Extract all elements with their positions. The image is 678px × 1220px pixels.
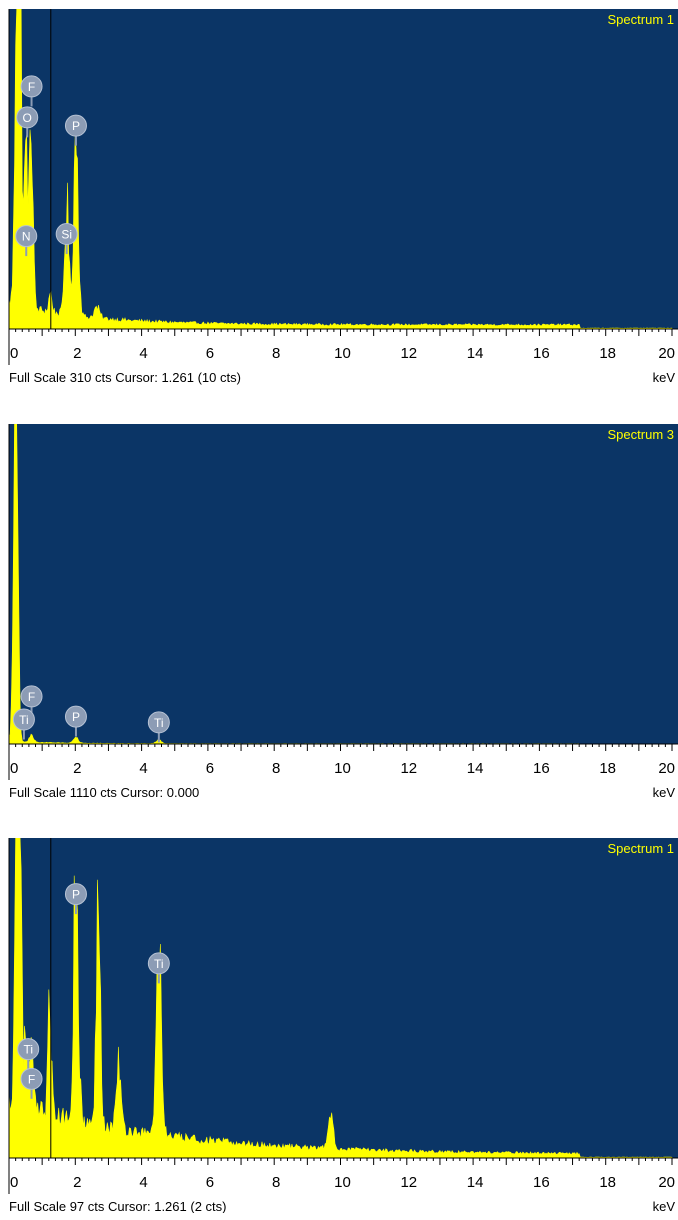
element-marker-p[interactable]: P [64, 114, 87, 146]
x-tick-label: 16 [533, 1174, 550, 1191]
element-marker-si[interactable]: Si [55, 223, 78, 255]
x-tick-label: 2 [73, 1174, 81, 1191]
element-marker-f[interactable]: F [20, 75, 43, 107]
element-marker-p[interactable]: P [64, 883, 87, 915]
x-tick-label: 12 [400, 1174, 417, 1191]
x-tick-label: 4 [139, 345, 147, 362]
unit-label: keV [653, 370, 676, 385]
x-tick-label: 8 [272, 1174, 280, 1191]
element-marker-label: Ti [154, 716, 164, 730]
x-tick-label: 8 [272, 345, 280, 362]
element-marker-ti[interactable]: Ti [12, 708, 35, 740]
plot-area [9, 9, 678, 329]
x-tick-label: 4 [139, 760, 147, 777]
element-marker-label: Ti [154, 957, 164, 971]
element-marker-ti[interactable]: Ti [17, 1038, 40, 1070]
element-marker-ti[interactable]: Ti [147, 711, 170, 743]
full-scale-readout: Full Scale 310 cts Cursor: 1.261 (10 cts… [9, 370, 241, 385]
x-tick-label: 2 [73, 345, 81, 362]
element-marker-f[interactable]: F [20, 685, 43, 717]
spectrum-title: Spectrum 3 [608, 427, 674, 442]
spectrum-chart-2: F Ti P Ti Spectrum 3 0 2 4 6 8 10 12 14 16 18 20 Full Sc… [8, 424, 678, 800]
spectrum-panel-3: P Ti Ti F Spectrum 1 0 2 4 6 8 10 12 14 16 18 20 Full Sc… [0, 838, 678, 1220]
x-tick-label: 14 [467, 345, 484, 362]
element-marker-p[interactable]: P [64, 705, 87, 737]
unit-label: keV [653, 1199, 676, 1213]
element-marker-label: F [28, 1072, 35, 1086]
x-tick-label: 4 [139, 1174, 147, 1191]
x-tick-label: 10 [334, 1174, 351, 1191]
element-marker-label: F [28, 80, 35, 94]
x-tick-label: 18 [599, 345, 616, 362]
spectrum-panel-2: F Ti P Ti Spectrum 3 0 2 4 6 8 10 12 14 16 18 20 Full Sc… [0, 424, 678, 806]
x-tick-label: 6 [206, 1174, 214, 1191]
spectrum-area [8, 9, 673, 330]
x-tick-label: 10 [334, 760, 351, 777]
plot-area [9, 838, 678, 1158]
element-marker-label: Si [61, 228, 72, 242]
x-tick-label: 12 [400, 345, 417, 362]
x-tick-label: 16 [533, 760, 550, 777]
element-marker-ti[interactable]: Ti [147, 952, 170, 984]
element-marker-label: Ti [23, 1043, 33, 1057]
x-tick-label: 14 [467, 760, 484, 777]
spectrum-panel-1: F O P N Si Spectrum 1 0 2 4 6 8 10 12 14 16 18 20 Full Sc… [0, 9, 678, 391]
spectrum-chart-1: F O P N Si Spectrum 1 0 2 4 6 8 10 12 14 16 18 20 Full Sc… [8, 9, 678, 385]
x-tick-label: 2 [73, 760, 81, 777]
element-marker-label: P [72, 119, 80, 133]
plot-area [9, 424, 678, 744]
x-tick-label: 6 [206, 345, 214, 362]
x-tick-label: 16 [533, 345, 550, 362]
element-marker-label: P [72, 710, 80, 724]
x-tick-label: 0 [10, 345, 18, 362]
x-tick-label: 18 [599, 760, 616, 777]
full-scale-readout: Full Scale 1110 cts Cursor: 0.000 [9, 785, 199, 800]
element-marker-label: Ti [19, 713, 29, 727]
element-marker-label: N [22, 230, 31, 244]
element-marker-f[interactable]: F [20, 1067, 43, 1099]
x-tick-label: 0 [10, 760, 18, 777]
x-tick-label: 6 [206, 760, 214, 777]
x-tick-label: 20 [658, 760, 675, 777]
full-scale-readout: Full Scale 97 cts Cursor: 1.261 (2 cts) [9, 1199, 226, 1213]
element-marker-label: P [72, 888, 80, 902]
x-tick-label: 20 [658, 1174, 675, 1191]
unit-label: keV [653, 785, 676, 800]
x-tick-label: 12 [400, 760, 417, 777]
x-tick-label: 18 [599, 1174, 616, 1191]
x-tick-label: 8 [272, 760, 280, 777]
x-tick-label: 0 [10, 1174, 18, 1191]
spectrum-title: Spectrum 1 [608, 841, 674, 856]
x-tick-label: 20 [658, 345, 675, 362]
spectrum-chart-3: P Ti Ti F Spectrum 1 0 2 4 6 8 10 12 14 16 18 20 Full Sc… [8, 838, 678, 1213]
element-marker-label: F [28, 690, 35, 704]
element-marker-n[interactable]: N [15, 225, 38, 257]
spectrum-area [8, 838, 673, 1159]
element-marker-o[interactable]: O [16, 106, 39, 138]
element-marker-label: O [23, 111, 32, 125]
x-tick-label: 10 [334, 345, 351, 362]
x-tick-label: 14 [467, 1174, 484, 1191]
spectrum-title: Spectrum 1 [608, 12, 674, 27]
